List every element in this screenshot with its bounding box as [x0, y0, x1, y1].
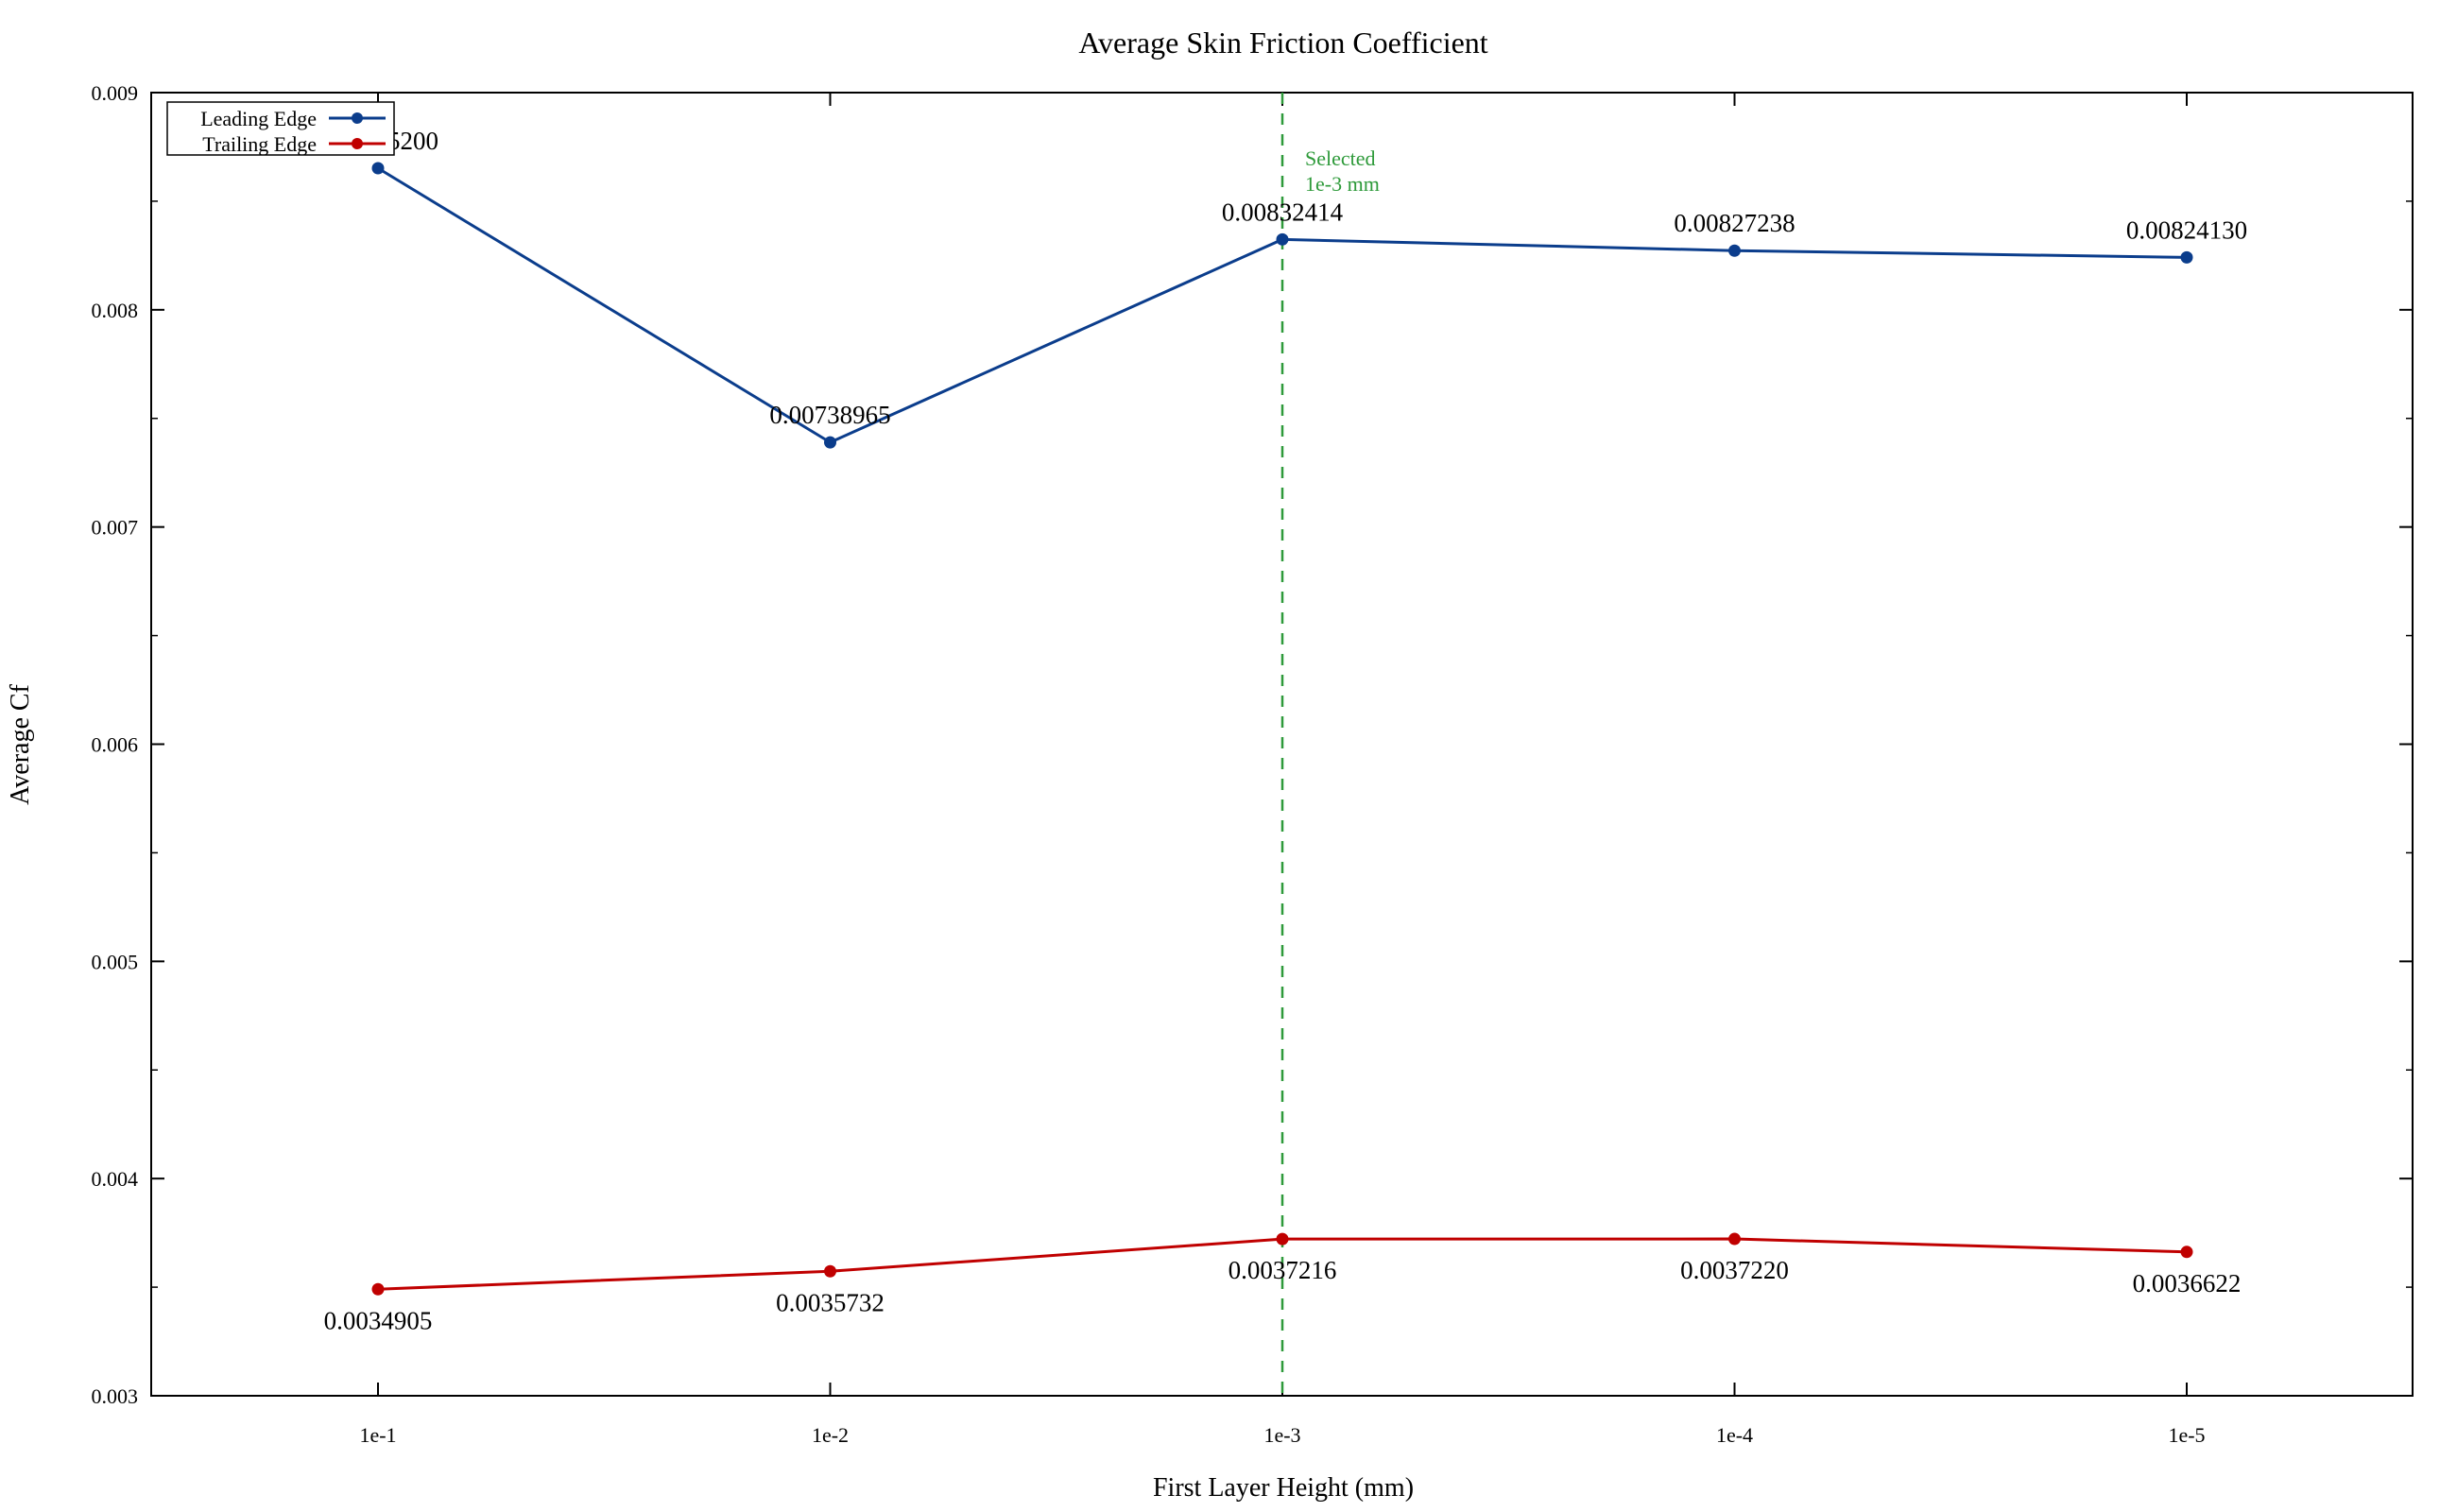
data-label-trailing-edge: 0.0036622	[2133, 1269, 2242, 1297]
data-point-trailing-edge	[824, 1264, 836, 1278]
data-label-trailing-edge: 0.0037220	[1680, 1256, 1789, 1284]
data-label-trailing-edge: 0.0037216	[1228, 1256, 1337, 1284]
data-labels: 5200 0.00738965 0.00832414 0.00827238 0.0082…	[324, 127, 2248, 1334]
data-label-leading-edge: 0.00824130	[2126, 215, 2247, 244]
data-point-leading-edge	[824, 436, 836, 449]
x-axis-label: First Layer Height (mm)	[1153, 1473, 1414, 1503]
legend-label-leading-edge: Leading Edge	[200, 107, 317, 130]
data-label-trailing-edge: 0.0035732	[776, 1288, 885, 1316]
data-label-trailing-edge: 0.0034905	[324, 1306, 433, 1334]
x-tick-label: 1e-2	[812, 1423, 849, 1447]
legend-marker-trailing-edge	[352, 138, 363, 149]
y-tick-label: 0.009	[92, 81, 139, 105]
legend: Leading Edge Trailing Edge	[166, 101, 395, 156]
legend-marker-leading-edge	[352, 112, 363, 124]
y-tick-label: 0.004	[92, 1167, 139, 1191]
x-tick-label: 1e-5	[2168, 1423, 2205, 1447]
data-point-leading-edge	[1728, 244, 1741, 257]
data-point-trailing-edge	[1276, 1232, 1289, 1246]
y-tick-label: 0.007	[92, 516, 139, 540]
data-label-leading-edge: 0.00832414	[1222, 198, 1344, 226]
y-tick-label: 0.008	[92, 299, 139, 322]
annotation-text-line2: 1e-3 mm	[1305, 172, 1380, 196]
x-tick-label: 1e-4	[1716, 1423, 1753, 1447]
data-point-leading-edge	[1276, 232, 1289, 246]
series-layer	[371, 162, 2193, 1296]
y-tick-label: 0.005	[92, 950, 139, 973]
annotation-text-line1: Selected	[1305, 146, 1376, 170]
y-tick-label: 0.006	[92, 733, 139, 757]
chart-title: Average Skin Friction Coefficient	[1078, 26, 1487, 60]
legend-label-trailing-edge: Trailing Edge	[202, 132, 317, 156]
data-point-leading-edge	[371, 162, 385, 175]
data-point-trailing-edge	[371, 1282, 385, 1296]
x-tick-label: 1e-3	[1263, 1423, 1300, 1447]
data-point-trailing-edge	[2180, 1246, 2193, 1259]
y-axis-label: Average Cf	[6, 683, 35, 804]
data-point-trailing-edge	[1728, 1232, 1741, 1246]
x-tick-label: 1e-1	[359, 1423, 396, 1447]
data-label-leading-edge: 0.00827238	[1674, 209, 1795, 237]
y-axis: 0.003 0.004 0.005 0.006 0.007 0.008 0.009	[92, 81, 2413, 1408]
y-tick-label: 0.003	[92, 1384, 139, 1408]
data-label-leading-edge: 5200	[387, 127, 438, 155]
data-label-leading-edge: 0.00738965	[769, 401, 890, 429]
data-point-leading-edge	[2180, 250, 2193, 264]
